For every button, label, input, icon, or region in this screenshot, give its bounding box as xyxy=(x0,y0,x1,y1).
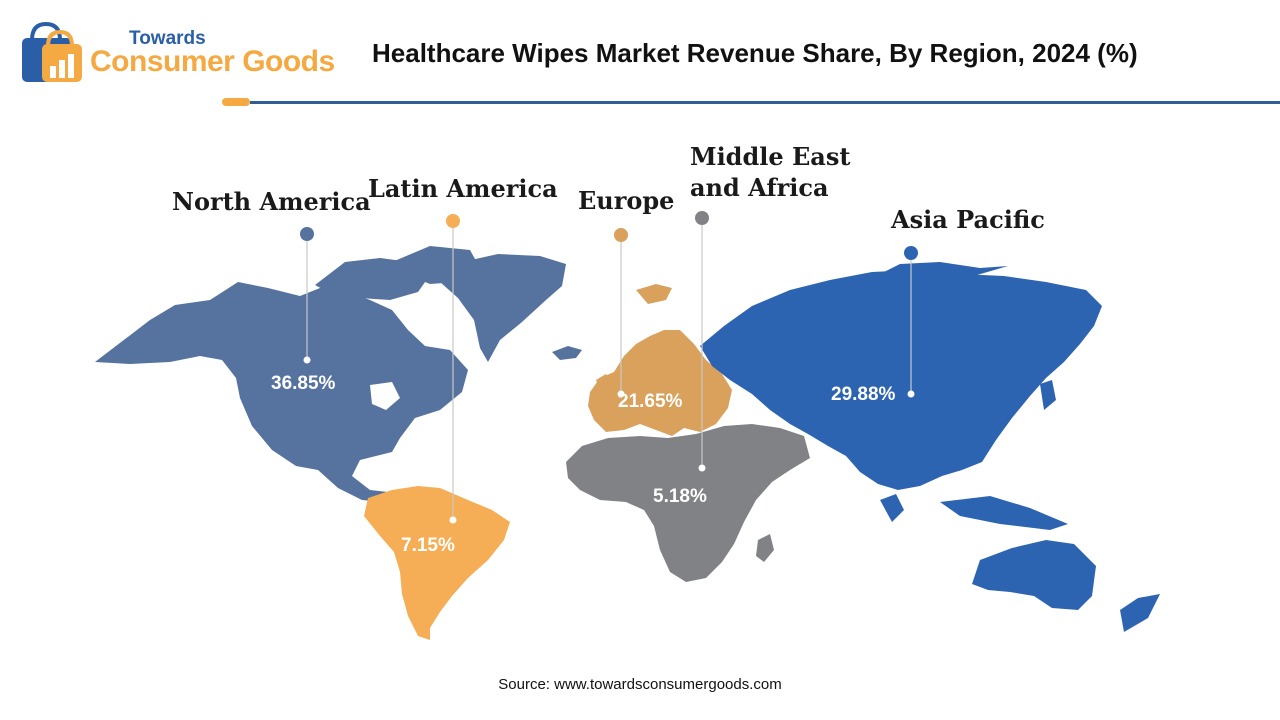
region-iceland xyxy=(552,346,582,360)
value-latin-america: 7.15% xyxy=(401,535,455,556)
page-title: Healthcare Wipes Market Revenue Share, B… xyxy=(372,38,1138,68)
title-rule xyxy=(250,101,1280,104)
leader-latin-america xyxy=(446,214,460,524)
value-middle-east-africa: 5.18% xyxy=(653,486,707,507)
region-north-america xyxy=(95,246,480,502)
title-rule-accent xyxy=(222,98,250,106)
label-north-america: North America xyxy=(172,187,371,216)
region-asia-pacific xyxy=(700,262,1160,632)
shopping-bag-logo-icon xyxy=(22,21,82,82)
leader-north-america xyxy=(300,227,314,364)
logo-text-main: Consumer Goods xyxy=(90,45,335,78)
region-madagascar xyxy=(756,534,774,562)
label-asia-pacific: Asia Pacific xyxy=(891,205,1045,234)
label-latin-america: Latin America xyxy=(368,174,558,203)
region-greenland xyxy=(440,254,566,362)
value-asia-pacific: 29.88% xyxy=(831,384,896,405)
source-note: Source: www.towardsconsumergoods.com xyxy=(498,676,782,693)
logo-text-top: Towards xyxy=(129,28,206,49)
brand-logo: Towards Consumer Goods xyxy=(18,16,363,88)
leader-middle-east-africa xyxy=(695,211,709,472)
leader-asia-pacific xyxy=(904,246,918,398)
region-latin-america xyxy=(364,486,510,640)
leader-europe xyxy=(614,228,628,398)
region-middle-east-africa xyxy=(566,424,810,582)
value-north-america: 36.85% xyxy=(271,373,336,394)
value-europe: 21.65% xyxy=(618,391,683,412)
label-middle-east-line2: and Africa xyxy=(690,173,829,202)
region-europe xyxy=(588,284,732,436)
label-europe: Europe xyxy=(578,186,675,215)
label-middle-east-line1: Middle East xyxy=(690,142,851,171)
